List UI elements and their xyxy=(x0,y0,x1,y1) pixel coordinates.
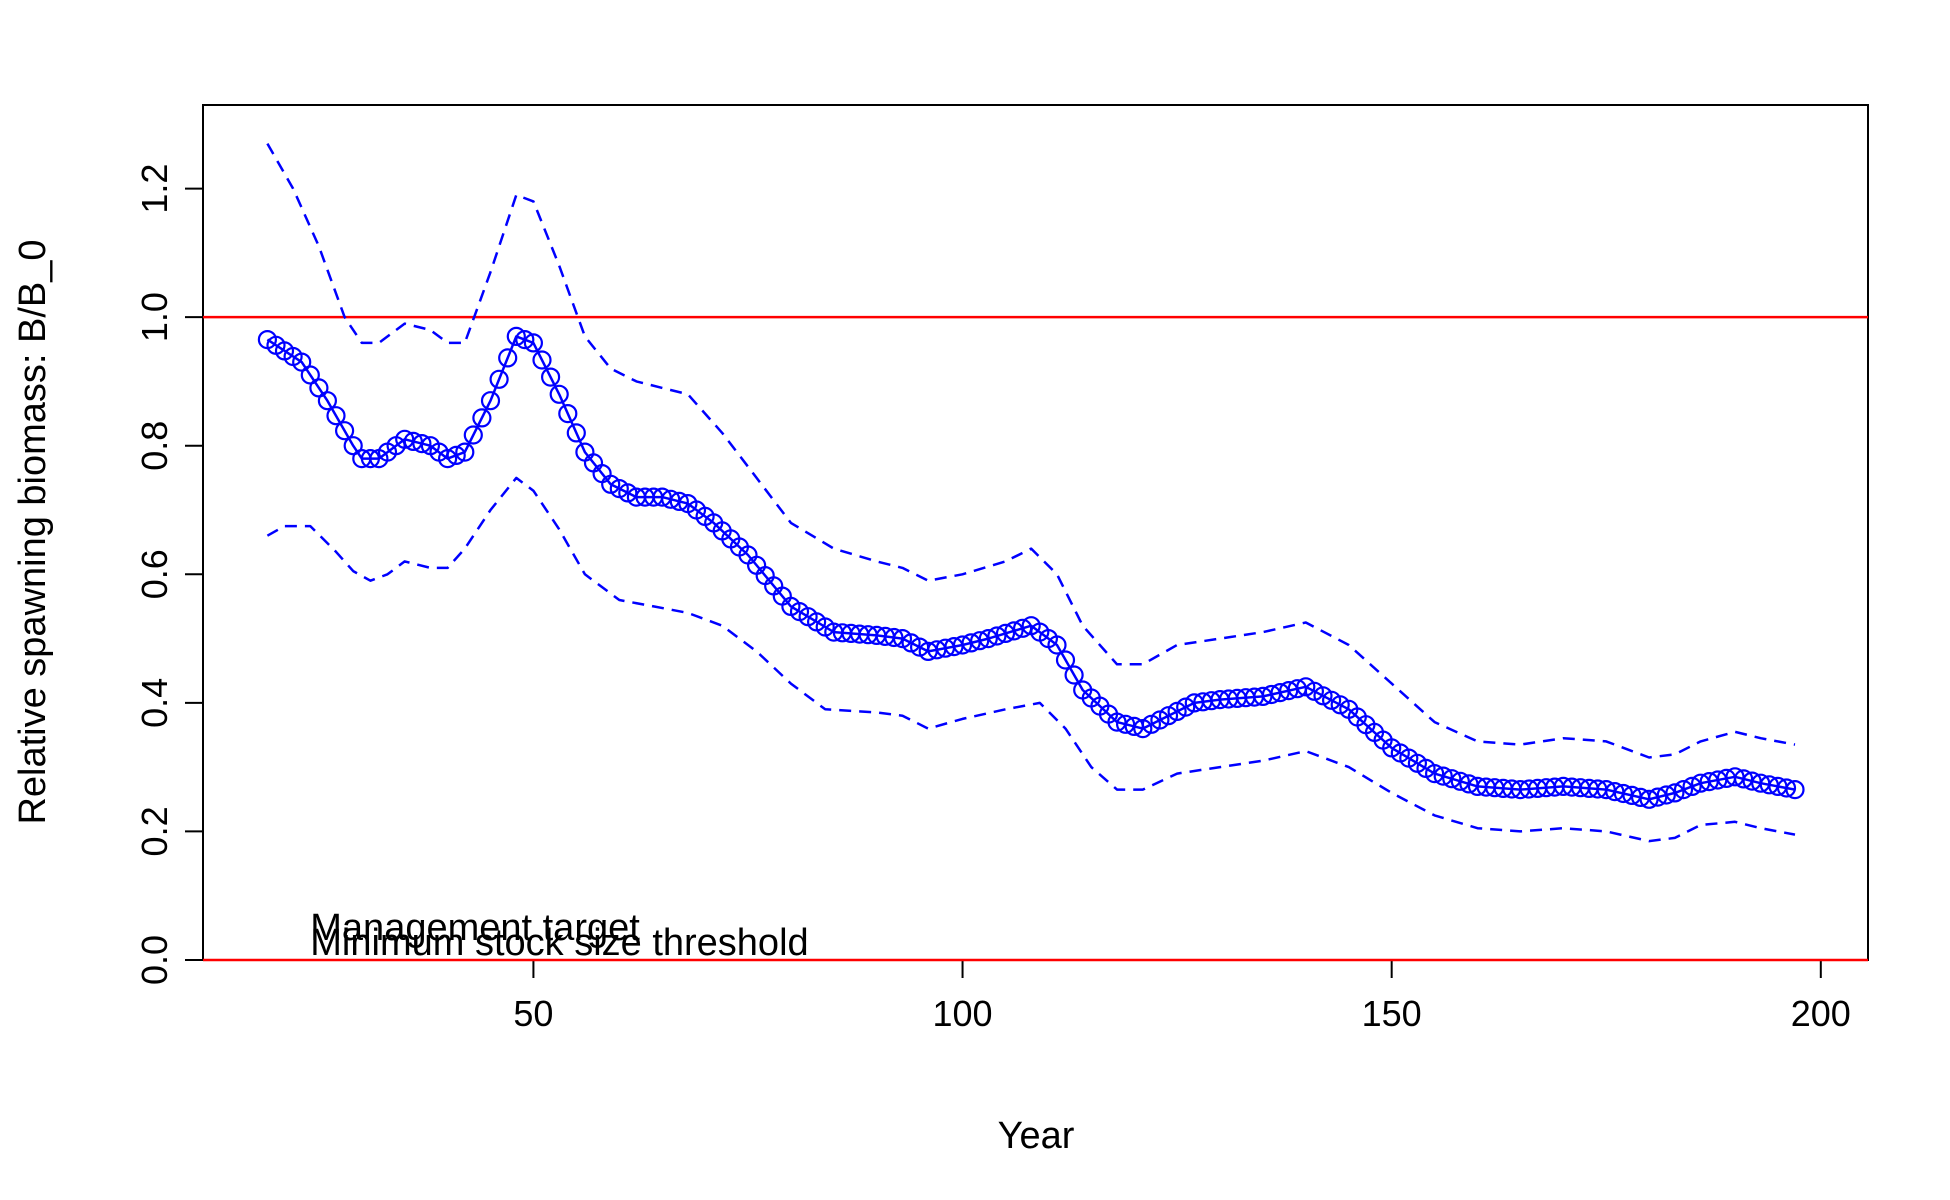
series-layer xyxy=(257,142,1805,843)
data-point xyxy=(1656,785,1676,805)
data-point xyxy=(317,391,337,411)
annotation-management-target: Management target xyxy=(310,907,640,949)
data-point xyxy=(472,408,492,428)
y-tick-label: 0.2 xyxy=(134,806,175,856)
data-point xyxy=(1424,763,1445,784)
data-point xyxy=(540,367,561,387)
data-point xyxy=(1648,787,1668,807)
data-point xyxy=(326,406,346,426)
data-point xyxy=(1776,778,1797,798)
series-line-lower-interval xyxy=(266,476,1796,843)
y-tick-label: 0.0 xyxy=(134,935,175,985)
data-point xyxy=(515,330,535,350)
data-point xyxy=(1442,769,1462,789)
plot-frame xyxy=(202,104,1869,961)
data-point xyxy=(1176,697,1196,717)
annotation-minimum-stock-threshold: Minimum stock size threshold xyxy=(310,922,808,964)
data-point xyxy=(532,350,552,370)
data-point xyxy=(335,421,355,441)
data-point xyxy=(360,449,380,469)
y-axis-ticks: 0.0 0.2 0.4 0.6 0.8 1.0 1.2 xyxy=(134,164,203,985)
data-point xyxy=(403,431,423,451)
data-point xyxy=(618,483,638,503)
data-point xyxy=(438,449,458,469)
data-point xyxy=(343,436,363,456)
data-point xyxy=(1725,767,1745,787)
data-point xyxy=(412,434,432,454)
data-point xyxy=(1682,776,1702,797)
x-tick-label: 200 xyxy=(1791,993,1851,1034)
data-point xyxy=(395,429,415,449)
data-point xyxy=(884,627,904,648)
data-point xyxy=(952,635,973,655)
data-point xyxy=(1064,665,1084,685)
x-tick-label: 50 xyxy=(513,993,553,1034)
data-point xyxy=(987,626,1007,646)
y-tick-label: 1.2 xyxy=(134,164,175,214)
data-point xyxy=(1673,779,1694,800)
y-axis-title: Relative spawning biomass: B/B_0 xyxy=(12,239,54,824)
data-point xyxy=(652,487,672,507)
data-point xyxy=(1433,766,1453,786)
data-point xyxy=(1107,712,1127,732)
data-point xyxy=(1047,635,1067,655)
data-point xyxy=(489,369,509,389)
data-point xyxy=(1665,783,1685,803)
data-point xyxy=(446,445,466,465)
reference-lines xyxy=(203,315,1868,962)
data-point xyxy=(300,365,320,385)
data-point xyxy=(1115,714,1136,734)
data-point xyxy=(292,352,312,372)
data-point xyxy=(961,633,981,653)
data-point xyxy=(1733,769,1754,789)
data-point xyxy=(1450,771,1470,791)
y-tick-label: 0.6 xyxy=(134,549,175,599)
data-point xyxy=(978,628,998,649)
x-tick-label: 100 xyxy=(933,993,993,1034)
data-point xyxy=(506,326,526,346)
data-point xyxy=(1785,779,1805,800)
data-point xyxy=(558,404,578,424)
data-point xyxy=(1639,789,1659,809)
data-point xyxy=(463,425,483,445)
y-tick-label: 0.8 xyxy=(134,421,175,471)
y-tick-label: 1.0 xyxy=(134,292,175,342)
data-point xyxy=(661,489,681,509)
x-axis-title: Year xyxy=(998,1115,1075,1157)
data-point xyxy=(669,491,689,511)
data-point xyxy=(970,631,990,651)
data-point xyxy=(995,623,1016,644)
y-tick-label: 0.4 xyxy=(134,678,175,728)
data-point xyxy=(566,423,586,443)
x-axis-ticks: 50 100 150 200 xyxy=(513,960,1851,1034)
series-line-upper-interval xyxy=(266,142,1796,759)
x-tick-label: 150 xyxy=(1362,993,1422,1034)
data-point xyxy=(1055,650,1076,670)
data-point xyxy=(498,348,518,368)
data-point xyxy=(480,391,501,411)
data-point xyxy=(1004,621,1024,641)
data-point xyxy=(523,333,544,353)
data-point xyxy=(549,384,569,404)
data-point xyxy=(455,442,475,462)
